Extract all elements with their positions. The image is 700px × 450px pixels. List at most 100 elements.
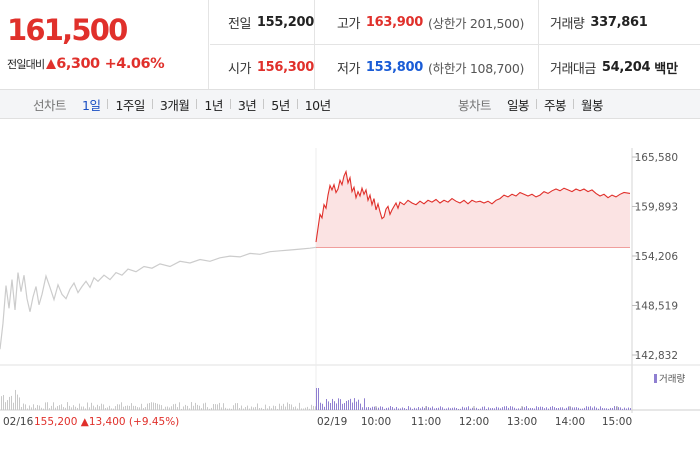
- volume-bar-prev: [139, 407, 140, 410]
- x-tick-label: 15:00: [602, 416, 632, 428]
- tab-5y[interactable]: 5년: [271, 97, 290, 113]
- volume-bar-today: [460, 408, 461, 410]
- tab-3y[interactable]: 3년: [237, 97, 257, 113]
- volume-bar-prev: [45, 402, 46, 410]
- tab-1d[interactable]: 1일: [82, 97, 101, 113]
- prev-day-rate: (+9.45%): [129, 416, 179, 428]
- volume-bar-prev: [133, 405, 134, 410]
- volume-bar-prev: [47, 402, 48, 410]
- volume-bar-prev: [241, 405, 242, 410]
- volume-bar-prev: [1, 396, 2, 410]
- volume-bar-prev: [17, 394, 18, 410]
- volume-bar-today: [466, 407, 467, 410]
- volume-bar-today: [422, 406, 423, 410]
- volume-bar-prev: [63, 407, 64, 410]
- volume-bar-today: [492, 407, 493, 410]
- volume-bar-prev: [227, 408, 228, 410]
- volume-bar-today: [398, 408, 399, 410]
- volume-bar-prev: [257, 403, 258, 410]
- divider: [196, 99, 198, 109]
- volume-bar-prev: [141, 403, 142, 410]
- volume-bar-today: [362, 407, 363, 410]
- volume-bar-prev: [59, 405, 60, 410]
- low-cell: 저가 153,800 (하한가 108,700): [337, 45, 524, 89]
- prev-day-price-line: [0, 246, 317, 350]
- volume-bar-today: [582, 408, 583, 410]
- tab-1w[interactable]: 1주일: [115, 97, 145, 113]
- volume-bar-today: [490, 408, 491, 410]
- volume-bar-today: [342, 403, 343, 410]
- upper-limit: (상한가 201,500): [428, 15, 525, 31]
- volume-bar-today: [618, 407, 619, 410]
- volume-bar-prev: [169, 407, 170, 410]
- volume-bar-today: [486, 408, 487, 410]
- volume-bar-today: [416, 408, 417, 410]
- volume-bar-today: [470, 408, 471, 410]
- volume-bar-prev: [19, 397, 20, 410]
- volume-bar-prev: [273, 405, 274, 410]
- volume-bar-today: [446, 408, 447, 410]
- open-value: 156,300: [256, 59, 315, 75]
- volume-bar-prev: [205, 402, 206, 410]
- volume-bar-today: [448, 407, 449, 410]
- volume-bar-prev: [225, 407, 226, 410]
- volume-bar-prev: [121, 402, 122, 410]
- volume-bar-today: [602, 407, 603, 410]
- x-tick-label: 11:00: [411, 416, 441, 428]
- tab-daily-candle[interactable]: 일봉: [507, 97, 530, 113]
- volume-bar-prev: [303, 408, 304, 410]
- volume-bar-today: [504, 406, 505, 410]
- volume-bar-today: [562, 407, 563, 410]
- tab-weekly-candle[interactable]: 주봉: [544, 97, 567, 113]
- volume-bar-today: [608, 408, 609, 410]
- volume-bar-prev: [13, 402, 14, 410]
- y-tick-label: 142,832: [635, 350, 678, 362]
- volume-bar-today: [528, 408, 529, 410]
- volume-bar-today: [354, 398, 355, 410]
- candle-chart-tabs: 봉차트 일봉 주봉 월봉: [458, 95, 604, 114]
- tab-monthly-candle[interactable]: 월봉: [581, 97, 604, 113]
- tab-1y[interactable]: 1년: [204, 97, 223, 113]
- volume-bar-prev: [233, 405, 234, 410]
- change-row: 전일대비 6,300 +4.06%: [7, 53, 165, 72]
- volume-bar-today: [536, 406, 537, 410]
- volume-bar-prev: [125, 405, 126, 410]
- high-value: 163,900: [365, 14, 424, 30]
- volume-bar-prev: [117, 404, 118, 410]
- volume-bar-prev: [11, 395, 12, 410]
- volume-legend-label: 거래량: [659, 373, 685, 385]
- volume-bar-today: [532, 408, 533, 410]
- volume-bar-today: [596, 407, 597, 410]
- volume-bar-today: [454, 407, 455, 410]
- tab-10y[interactable]: 10년: [304, 97, 331, 113]
- tab-3m[interactable]: 3개월: [159, 97, 190, 113]
- volume-bar-prev: [179, 402, 180, 410]
- volume-bar-today: [478, 408, 479, 410]
- volume-bar-prev: [183, 406, 184, 410]
- volume-bar-prev: [251, 406, 252, 410]
- volume-bar-today: [506, 406, 507, 410]
- divider: [210, 44, 700, 45]
- volume-bar-today: [628, 407, 629, 410]
- volume-bar-prev: [69, 405, 70, 410]
- volume-bar-today: [564, 408, 565, 410]
- volume-bar-today: [396, 406, 397, 410]
- volume-bar-today: [480, 408, 481, 410]
- high-label: 고가: [337, 16, 360, 32]
- volume-bar-prev: [229, 408, 230, 410]
- volume-bar-prev: [277, 408, 278, 410]
- volume-bar-prev: [83, 406, 84, 410]
- prev-day-close: 155,200: [34, 416, 81, 428]
- prev-close-label: 전일: [228, 16, 251, 32]
- volume-bar-prev: [261, 407, 262, 410]
- quote-info-grid: 전일 155,200 고가 163,900 (상한가 201,500) 거래량 …: [210, 0, 700, 89]
- volume-bar-today: [364, 398, 365, 410]
- volume-bar-prev: [171, 406, 172, 410]
- volume-bar-prev: [299, 402, 300, 410]
- volume-bar-prev: [127, 405, 128, 410]
- volume-bar-today: [540, 406, 541, 410]
- volume-bar-prev: [315, 406, 316, 410]
- volume-bar-prev: [103, 404, 104, 410]
- volume-bar-prev: [111, 408, 112, 410]
- volume-bar-today: [568, 406, 569, 410]
